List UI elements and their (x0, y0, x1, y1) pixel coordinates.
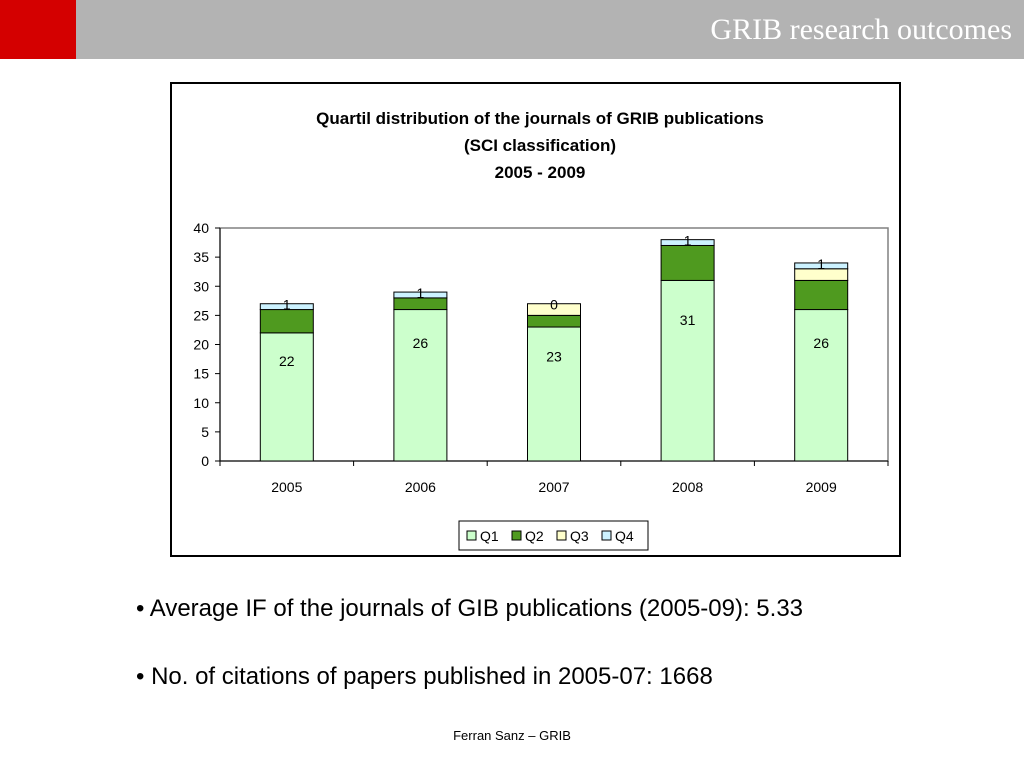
y-tick-label: 35 (193, 249, 209, 265)
bar-q1-2007 (527, 326, 581, 462)
bar-q4-2009 (794, 262, 849, 270)
bar-q3-2007 (527, 303, 581, 316)
bar-q4-2005 (259, 303, 314, 311)
data-label-q1-2007: 23 (546, 348, 562, 364)
chart-title-line-1: Quartil distribution of the journals of … (316, 109, 764, 128)
data-label-q4-2006: 1 (417, 285, 425, 301)
chart-title-line-3: 2005 - 2009 (495, 163, 586, 182)
bar-q2-2007 (527, 314, 581, 328)
x-tick-label-2005: 2005 (271, 479, 302, 495)
bar-q4-2008 (660, 239, 715, 246)
bullet-average-if: • Average IF of the journals of GIB publ… (136, 595, 804, 622)
data-label-q1-2009: 26 (813, 335, 829, 351)
footer-author: Ferran Sanz – GRIB (453, 728, 571, 743)
bar-q1-2005 (259, 332, 314, 462)
bar-q1-2009 (794, 309, 849, 462)
legend-swatch-q3 (556, 530, 567, 541)
x-tick-label-2006: 2006 (405, 479, 436, 495)
bar-q1-2006 (393, 309, 448, 462)
x-tick-label-2007: 2007 (538, 479, 569, 495)
data-label-q4-2009: 1 (817, 256, 825, 272)
legend-swatch-q2 (511, 530, 522, 541)
y-tick-label: 40 (193, 220, 209, 236)
x-tick-label-2009: 2009 (806, 479, 837, 495)
legend-swatch-q4 (601, 530, 612, 541)
legend-swatch-q1 (466, 530, 477, 541)
y-tick-label: 30 (193, 278, 209, 294)
bar-q2-2009 (794, 279, 849, 311)
y-tick-label: 0 (201, 453, 209, 469)
data-label-q4-2005: 1 (283, 297, 291, 313)
bar-q1-2008 (660, 279, 715, 462)
legend-box (458, 520, 649, 551)
x-tick-label-2008: 2008 (672, 479, 703, 495)
legend-label-q4: Q4 (615, 528, 634, 544)
y-tick-label: 25 (193, 307, 209, 323)
y-tick-label: 5 (201, 424, 209, 440)
data-label-q3-2007: 0 (550, 297, 558, 313)
bullet-citations: • No. of citations of papers published i… (136, 663, 713, 690)
bar-q2-2008 (660, 244, 715, 281)
data-label-q1-2005: 22 (279, 353, 295, 369)
legend-label-q2: Q2 (525, 528, 544, 544)
y-tick-label: 20 (193, 337, 209, 353)
data-label-q1-2008: 31 (680, 312, 696, 328)
y-tick-label: 10 (193, 395, 209, 411)
chart-title-line-2: (SCI classification) (464, 136, 616, 155)
y-tick-label: 15 (193, 366, 209, 382)
data-label-q1-2006: 26 (413, 335, 429, 351)
header-bar (0, 0, 1024, 59)
bar-q2-2005 (259, 309, 314, 334)
legend-label-q1: Q1 (480, 528, 499, 544)
data-label-q4-2008: 1 (684, 233, 692, 249)
slide-title: GRIB research outcomes (710, 13, 1012, 46)
legend-label-q3: Q3 (570, 528, 589, 544)
bar-q4-2006 (393, 291, 448, 299)
header-accent-block (0, 0, 76, 59)
